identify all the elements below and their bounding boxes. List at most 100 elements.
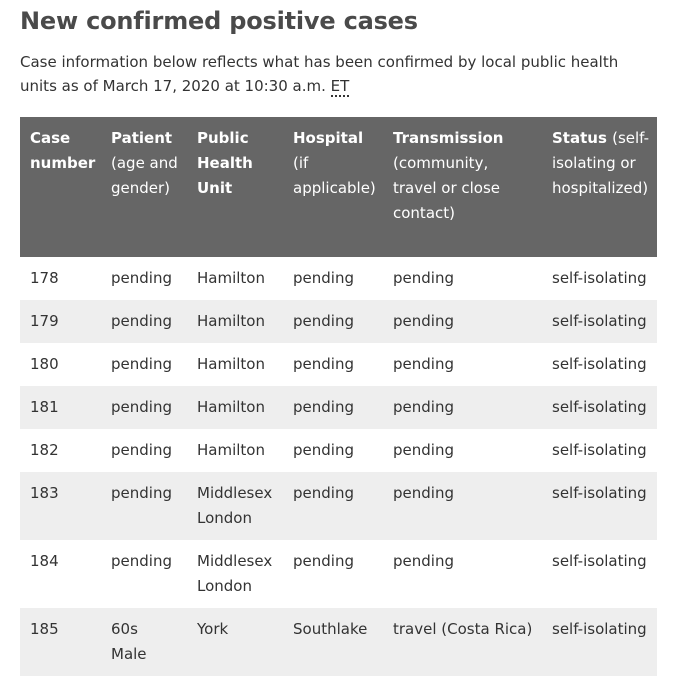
- cell-transmission: pending: [383, 343, 542, 386]
- cell-status-text: self-isolating: [552, 620, 647, 638]
- header-case-number-label: Case number: [30, 129, 96, 172]
- cell-hospital: Southlake: [283, 608, 383, 676]
- cell-public-health-unit-text: Hamilton: [197, 441, 265, 459]
- cell-status-text: self-isolating: [552, 552, 647, 570]
- cell-patient-text: pending: [111, 441, 172, 459]
- cell-public-health-unit: Middlesex London: [187, 472, 283, 540]
- cell-case-number: 180: [20, 343, 101, 386]
- cell-public-health-unit-text: Hamilton: [197, 398, 265, 416]
- header-transmission-sub: (community, travel or close contact): [393, 154, 501, 222]
- cell-transmission-text: pending: [393, 312, 454, 330]
- cell-hospital-text: pending: [293, 312, 354, 330]
- cell-status-text: self-isolating: [552, 398, 647, 416]
- cell-patient: pending: [101, 540, 187, 608]
- cell-patient: pending: [101, 300, 187, 343]
- cell-patient: pending: [101, 386, 187, 429]
- cell-transmission-text: pending: [393, 269, 454, 287]
- table-row: 179 pending Hamilton pending pending self-iso…: [20, 300, 657, 343]
- cell-transmission: pending: [383, 300, 542, 343]
- cell-case-number-text: 185: [30, 620, 59, 638]
- cell-status: self-isolating: [542, 257, 657, 300]
- table-body: 178 pending Hamilton pending pending self-iso…: [20, 257, 657, 676]
- cell-transmission: pending: [383, 429, 542, 472]
- header-patient-label: Patient: [111, 129, 173, 147]
- cell-public-health-unit-text: Middlesex: [197, 484, 273, 502]
- cell-status-text: self-isolating: [552, 312, 647, 330]
- cell-patient-text: pending: [111, 312, 172, 330]
- cell-case-number: 184: [20, 540, 101, 608]
- cell-status: self-isolating: [542, 472, 657, 540]
- cell-transmission-text: pending: [393, 552, 454, 570]
- header-public-health-unit: Public Health Unit: [187, 117, 283, 257]
- cell-transmission: travel (Costa Rica): [383, 608, 542, 676]
- cell-status-text: self-isolating: [552, 441, 647, 459]
- cell-patient-text: pending: [111, 484, 172, 502]
- cell-status: self-isolating: [542, 386, 657, 429]
- cell-hospital-text: Southlake: [293, 620, 368, 638]
- cell-case-number: 179: [20, 300, 101, 343]
- cell-patient-text: Male: [111, 645, 147, 663]
- cell-hospital-text: pending: [293, 552, 354, 570]
- cell-hospital-text: pending: [293, 484, 354, 502]
- cell-case-number: 178: [20, 257, 101, 300]
- cell-transmission-text: pending: [393, 441, 454, 459]
- cell-public-health-unit-text: Middlesex: [197, 552, 273, 570]
- header-patient: Patient (age and gender): [101, 117, 187, 257]
- cell-public-health-unit: Hamilton: [187, 257, 283, 300]
- table-row: 185 60s Male York Southlake travel (Costa Ric…: [20, 608, 657, 676]
- cell-status: self-isolating: [542, 608, 657, 676]
- cell-public-health-unit-text: Hamilton: [197, 312, 265, 330]
- cell-case-number-text: 180: [30, 355, 59, 373]
- table-row: 184 pending Middlesex London pending pending s…: [20, 540, 657, 608]
- cell-case-number: 183: [20, 472, 101, 540]
- cell-public-health-unit: Hamilton: [187, 343, 283, 386]
- cell-hospital: pending: [283, 343, 383, 386]
- cell-case-number-text: 183: [30, 484, 59, 502]
- cell-patient-text: pending: [111, 355, 172, 373]
- cell-status: self-isolating: [542, 540, 657, 608]
- timezone-abbr[interactable]: ET: [330, 77, 350, 97]
- table-row: 180 pending Hamilton pending pending self-iso…: [20, 343, 657, 386]
- header-status-sub: (self-isolating or hospitalized): [552, 129, 650, 197]
- cell-status: self-isolating: [542, 429, 657, 472]
- table-row: 183 pending Middlesex London pending pending s…: [20, 472, 657, 540]
- cell-patient: 60s Male: [101, 608, 187, 676]
- header-status: Status (self-isolating or hospitalized): [542, 117, 657, 257]
- cell-public-health-unit-text: London: [197, 577, 252, 595]
- cell-patient-text: pending: [111, 269, 172, 287]
- cases-table: Case number Patient (age and gender) Pub…: [20, 117, 657, 676]
- page-title: New confirmed positive cases: [20, 7, 418, 35]
- cell-hospital-text: pending: [293, 441, 354, 459]
- cell-transmission-text: pending: [393, 355, 454, 373]
- header-patient-sub: (age and gender): [111, 154, 178, 197]
- cell-transmission-text: pending: [393, 398, 454, 416]
- header-transmission-label: Transmission: [393, 129, 504, 147]
- cell-transmission: pending: [383, 472, 542, 540]
- cell-patient-text: 60s: [111, 620, 138, 638]
- header-transmission: Transmission (community, travel or close…: [383, 117, 542, 257]
- cell-public-health-unit-text: York: [197, 620, 229, 638]
- cell-status-text: self-isolating: [552, 484, 647, 502]
- cell-hospital-text: pending: [293, 398, 354, 416]
- cell-transmission-text: pending: [393, 484, 454, 502]
- cell-hospital-text: pending: [293, 355, 354, 373]
- cell-public-health-unit-text: Hamilton: [197, 269, 265, 287]
- cell-case-number-text: 178: [30, 269, 59, 287]
- cell-transmission-text: travel (Costa Rica): [393, 620, 533, 638]
- cell-case-number-text: 179: [30, 312, 59, 330]
- cell-transmission: pending: [383, 386, 542, 429]
- header-public-health-unit-label: Public Health Unit: [197, 129, 253, 197]
- cell-public-health-unit: Hamilton: [187, 386, 283, 429]
- cell-hospital: pending: [283, 540, 383, 608]
- cell-public-health-unit: Hamilton: [187, 429, 283, 472]
- cell-hospital: pending: [283, 429, 383, 472]
- cell-public-health-unit: Hamilton: [187, 300, 283, 343]
- cell-public-health-unit: Middlesex London: [187, 540, 283, 608]
- header-hospital-sub: (if applicable): [293, 154, 376, 197]
- cell-public-health-unit: York: [187, 608, 283, 676]
- header-case-number: Case number: [20, 117, 101, 257]
- intro-paragraph: Case information below reflects what has…: [20, 50, 657, 98]
- header-hospital-label: Hospital: [293, 129, 364, 147]
- cell-patient-text: pending: [111, 398, 172, 416]
- cell-public-health-unit-text: Hamilton: [197, 355, 265, 373]
